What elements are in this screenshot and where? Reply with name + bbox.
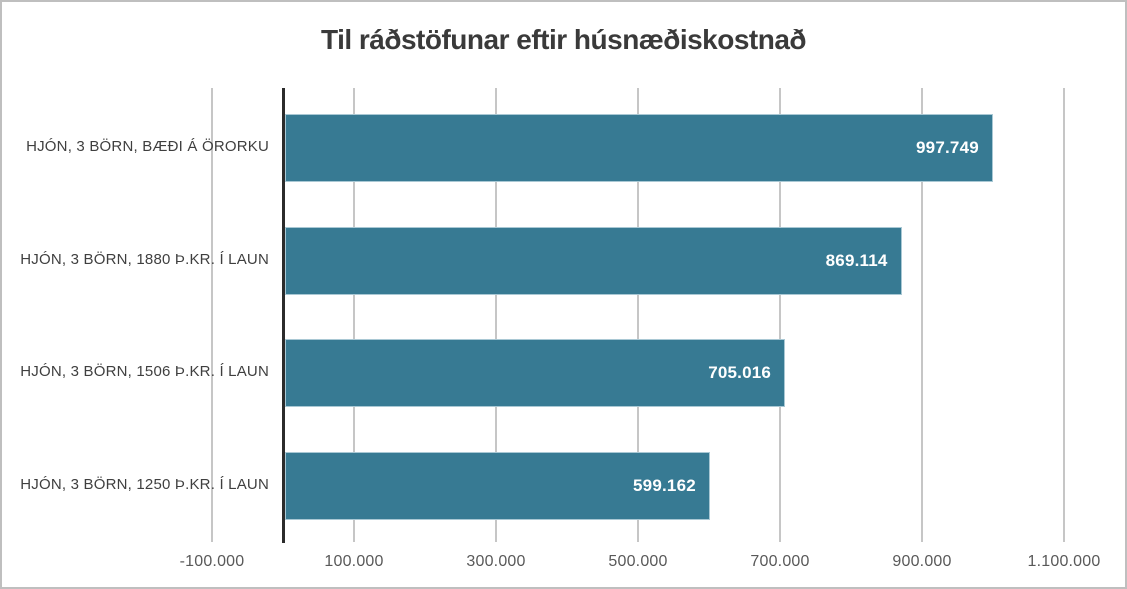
x-tick-label: 900.000 <box>892 553 952 570</box>
x-gridline <box>495 88 497 542</box>
bar-value-label: 705.016 <box>708 363 772 382</box>
x-tick-label: 500.000 <box>608 553 668 570</box>
x-gridline <box>779 88 781 542</box>
category-label: HJÓN, 3 BÖRN, 1506 Þ.KR. Í LAUN <box>20 363 269 380</box>
bar: 599.162 <box>284 451 710 520</box>
bar: 869.114 <box>284 226 902 295</box>
chart-title: Til ráðstöfunar eftir húsnæðiskostnað <box>320 24 807 55</box>
zero-axis-line <box>281 88 285 543</box>
category-label: HJÓN, 3 BÖRN, 1880 Þ.KR. Í LAUN <box>20 250 269 268</box>
x-tick-label: -100.000 <box>179 553 245 570</box>
x-tick-label: 100.000 <box>324 553 384 570</box>
x-gridline <box>921 88 923 542</box>
x-gridline <box>637 88 639 542</box>
x-tick-label: 300.000 <box>466 553 526 570</box>
x-tick-label: 1.100.000 <box>1027 553 1101 570</box>
bar-value-label: 997.749 <box>916 138 979 157</box>
x-gridline <box>1063 88 1065 542</box>
bar-value-label: 599.162 <box>633 475 696 495</box>
bar: 705.016 <box>284 339 786 407</box>
bar-value-label: 869.114 <box>825 250 888 270</box>
x-gridline <box>353 88 355 542</box>
category-label: HJÓN, 3 BÖRN, 1250 Þ.KR. Í LAUN <box>20 475 269 493</box>
category-label: HJÓN, 3 BÖRN, BÆÐI Á ÖRORKU <box>26 138 269 155</box>
bar: 997.749 <box>284 114 993 182</box>
x-tick-label: 700.000 <box>750 553 810 570</box>
x-gridline <box>211 88 213 542</box>
